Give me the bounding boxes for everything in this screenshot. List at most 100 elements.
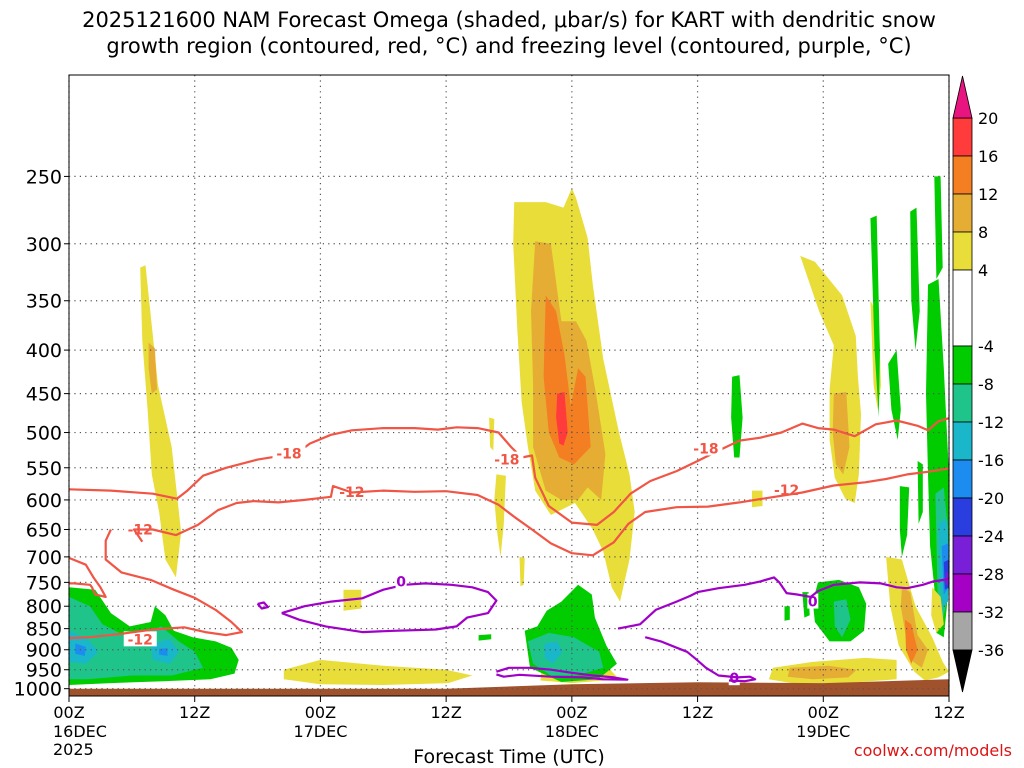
omega-colorbar: 20 16 12 8 4 -4 -8 -12 -16 -20 -24 -28 -32 -36 [952,75,1004,693]
omega-shaded-region [556,392,568,446]
contour-label-background [272,445,306,461]
chart-title-line-1: 2025121600 NAM Forecast Omega (shaded, μ… [82,8,936,32]
y-tick-label: 550 [26,458,62,480]
freezing-level-contour [281,582,498,634]
omega-shaded-region [900,587,928,668]
omega-shaded-region [888,350,901,440]
freezing-level-contour [256,601,270,610]
colorbar-band [952,231,973,271]
omega-shaded-region [934,176,943,279]
freezing-level-contour [617,576,950,630]
colorbar-bottom-arrow [952,649,973,693]
omega-shaded-region [870,215,880,418]
omega-shaded-region [931,587,944,633]
colorbar-tick-label: -8 [978,375,994,394]
y-tick-label: 750 [26,572,62,594]
colorbar-tick-label: 4 [978,261,988,280]
plot-area-border [68,74,950,697]
contour-label: -18 [276,446,301,462]
omega-shaded-region [283,659,473,685]
colorbar-band [952,155,973,195]
contour-label: 0 [808,595,818,611]
x-axis-title: Forecast Time (UTC) [413,746,604,768]
colorbar-tick-label: 16 [978,147,998,166]
credit-text: coolwx.com/models [854,741,1012,760]
colorbar-band [952,497,973,537]
colorbar-band [952,421,973,461]
chart-title-line-2: growth region (contoured, red, °C) and f… [106,34,911,58]
omega-shaded-region [731,375,743,458]
contour-label: -18 [494,453,519,469]
colorbar-tick-label: 12 [978,185,998,204]
x-tick-date-label: 16DEC [53,722,107,741]
contour-label-background [490,451,524,467]
y-tick-label: 250 [26,166,62,188]
omega-shaded-region [833,599,851,638]
y-tick-label: 850 [26,619,62,641]
contour-label-background [807,593,819,609]
dendritic-growth-contour [68,529,243,640]
y-tick-label: 1000 [14,679,62,701]
y-tick-label: 350 [26,291,62,313]
y-tick-label: 300 [26,234,62,256]
x-tick-time-label: 00Z [305,703,336,722]
omega-shaded-region [905,619,918,664]
x-tick-time-label: 12Z [430,703,461,722]
omega-shaded-region [899,486,910,557]
freezing-level-contour [496,666,629,681]
omega-shaded-region [519,556,525,587]
contour-label: -18 [693,441,718,457]
contour-label-background [395,573,407,589]
y-tick-label: 900 [26,640,62,662]
colorbar-tick-label: -32 [978,603,1004,622]
colorbar-band [952,611,973,651]
freezing-level-contour [644,636,757,683]
colorbar-band [952,193,973,233]
x-tick-time-label: 12Z [933,703,964,722]
colorbar-tick-label: -12 [978,413,1004,432]
x-tick-date-label: 19DEC [796,722,850,741]
omega-shaded-regions [69,176,949,685]
omega-shaded-region [489,417,495,451]
colorbar-tick-label: -24 [978,527,1004,546]
y-tick-label: 950 [26,660,62,682]
colorbar-tick-label: -4 [978,337,994,356]
colorbar-band [952,459,973,499]
colorbar-tick-label: -16 [978,451,1004,470]
omega-shaded-region [140,265,182,578]
contour-label-background [123,631,157,647]
colorbar-tick-label: 20 [978,109,998,128]
colorbar-band [952,269,973,347]
chart-grid [68,75,950,696]
y-tick-label: 700 [26,547,62,569]
x-tick-time-label: 12Z [682,703,713,722]
y-tick-label: 600 [26,490,62,512]
y-axis-pressure: 2503003504004505005506006507007508008509… [14,166,69,701]
colorbar-tick-label: -36 [978,641,1004,660]
colorbar-band [952,383,973,423]
colorbar-tick-label: 8 [978,223,988,242]
y-tick-label: 800 [26,596,62,618]
colorbar-band [952,345,973,385]
colorbar-band [952,535,973,575]
contour-label: -12 [128,632,153,648]
omega-shaded-region [148,342,157,394]
omega-shaded-region [494,474,506,557]
omega-shaded-region [543,295,591,465]
x-tick-time-label: 00Z [556,703,587,722]
colorbar-tick-label: -28 [978,565,1004,584]
x-tick-year-label: 2025 [53,740,94,759]
contour-label: 0 [729,671,739,687]
omega-shaded-region [832,392,850,475]
omega-shaded-region [784,606,790,621]
contour-label-background [689,440,723,456]
x-tick-time-label: 00Z [53,703,84,722]
omega-shaded-region [917,461,923,524]
dendritic-growth-contour [68,417,950,526]
dendritic-growth-contour [68,556,107,598]
omega-shaded-region [544,641,563,664]
omega-shaded-region [787,665,857,680]
